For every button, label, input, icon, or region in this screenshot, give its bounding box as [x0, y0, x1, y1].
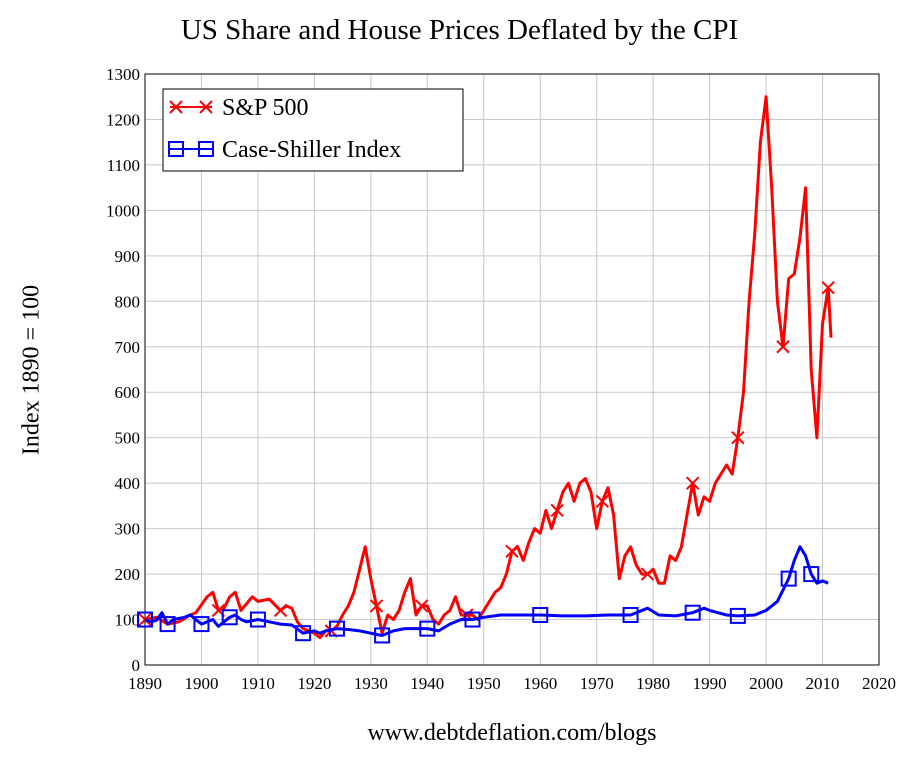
data-point-marker [684, 604, 701, 621]
legend-marker [198, 141, 214, 157]
legend-label: S&P 500 [222, 95, 308, 121]
y-tick-label: 500 [115, 429, 141, 448]
plot-frame [144, 73, 880, 666]
data-point-marker [776, 340, 790, 354]
legend-marker [168, 141, 184, 157]
y-tick-label: 0 [132, 656, 141, 675]
series-case-shiller [137, 545, 829, 644]
x-tick-label: 1990 [693, 674, 727, 693]
data-point-marker [550, 503, 564, 518]
y-tick-label: 600 [115, 383, 141, 402]
x-tick-label: 1940 [410, 674, 444, 693]
y-tick-label: 800 [115, 292, 141, 311]
y-tick-label: 1200 [106, 110, 140, 129]
y-tick-label: 300 [115, 520, 141, 539]
data-point-marker [273, 603, 288, 618]
data-point-marker [505, 544, 519, 559]
series-line [144, 95, 833, 640]
data-point-marker [821, 280, 835, 295]
source-url: www.debtdeflation.com/blogs [367, 720, 657, 746]
y-tick-label: 400 [115, 474, 141, 493]
x-tick-label: 1960 [523, 674, 557, 693]
data-point-marker [803, 566, 820, 583]
y-tick-label: 700 [115, 338, 141, 357]
data-point-marker [328, 620, 345, 637]
legend-label: Case-Shiller Index [222, 137, 401, 163]
x-tick-label: 2010 [806, 674, 840, 693]
legend-marker [169, 100, 183, 114]
y-tick-label: 1100 [107, 156, 140, 175]
y-tick-label: 900 [115, 247, 141, 266]
legend-marker [199, 100, 213, 114]
x-tick-label: 1890 [128, 674, 162, 693]
data-point-marker [622, 606, 639, 623]
axis-ticks: 1890 1900 1910 1920 1930 1940 1950 1960 1970 1980… [106, 65, 896, 693]
data-point-marker [369, 599, 384, 613]
series-layer [137, 95, 835, 644]
x-tick-label: 1970 [580, 674, 614, 693]
y-tick-label: 1000 [106, 201, 140, 220]
chart-title: US Share and House Prices Deflated by th… [180, 14, 739, 46]
y-tick-label: 1300 [106, 65, 140, 84]
data-point-marker [640, 567, 655, 581]
legend-box [162, 88, 464, 172]
data-point-marker [780, 570, 797, 587]
data-point-marker [729, 607, 746, 624]
data-point-marker [532, 606, 549, 623]
data-point-marker [249, 611, 266, 628]
data-point-marker [595, 494, 610, 509]
y-tick-label: 100 [115, 611, 141, 630]
data-point-marker [221, 609, 238, 626]
x-tick-label: 2000 [749, 674, 783, 693]
data-point-marker [374, 627, 391, 644]
y-tick-label: 200 [115, 565, 141, 584]
x-tick-label: 1910 [241, 674, 275, 693]
data-point-marker [159, 616, 176, 633]
data-point-marker [419, 620, 436, 637]
data-point-marker [464, 611, 481, 628]
x-tick-label: 1950 [467, 674, 501, 693]
data-point-marker [685, 476, 700, 490]
data-point-marker [193, 616, 210, 633]
x-tick-label: 1930 [354, 674, 388, 693]
x-tick-label: 2020 [862, 674, 896, 693]
data-point-marker [414, 599, 429, 613]
data-point-marker [295, 625, 312, 642]
series-sp500 [138, 95, 835, 640]
legend: S&P 500 Case-Shiller Index [162, 88, 464, 172]
data-point-marker [137, 611, 153, 628]
data-point-marker [731, 430, 745, 445]
x-tick-label: 1900 [184, 674, 218, 693]
x-tick-label: 1980 [636, 674, 670, 693]
x-tick-label: 1920 [297, 674, 331, 693]
series-line [144, 545, 829, 637]
